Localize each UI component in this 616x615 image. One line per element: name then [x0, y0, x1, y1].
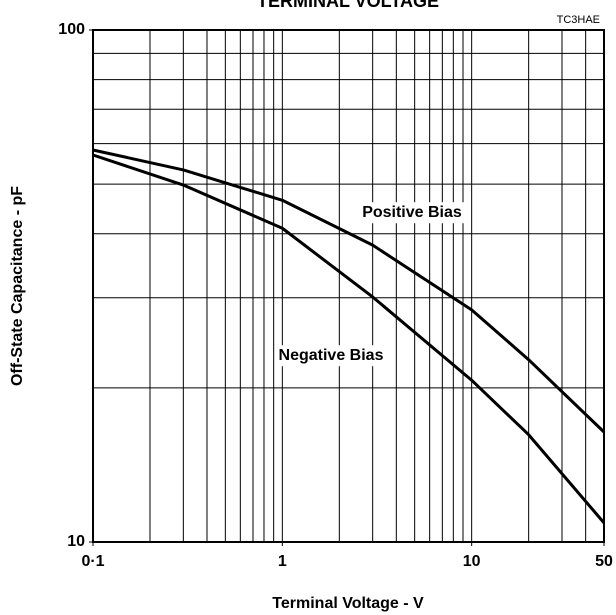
chart-title: TERMINAL VOLTAGE [257, 0, 439, 11]
y-tick-label: 100 [58, 21, 85, 38]
y-axis-label: Off-State Capacitance - pF [9, 186, 26, 386]
series-line [92, 148, 606, 434]
series-label: Positive Bias [362, 204, 462, 221]
plot-frame [92, 29, 605, 543]
x-tick-label: 50 [595, 553, 613, 570]
series-label: Negative Bias [279, 347, 384, 364]
label-background [359, 202, 465, 224]
x-tick-label: 10 [463, 553, 481, 570]
x-tick-label: 1 [278, 553, 287, 570]
chart-code: TC3HAE [557, 14, 600, 26]
series-line [92, 153, 606, 524]
x-axis-label: Terminal Voltage - V [272, 595, 424, 612]
label-background [275, 345, 387, 367]
x-tick-label: 0·1 [81, 553, 104, 570]
y-tick-label: 10 [67, 533, 85, 550]
